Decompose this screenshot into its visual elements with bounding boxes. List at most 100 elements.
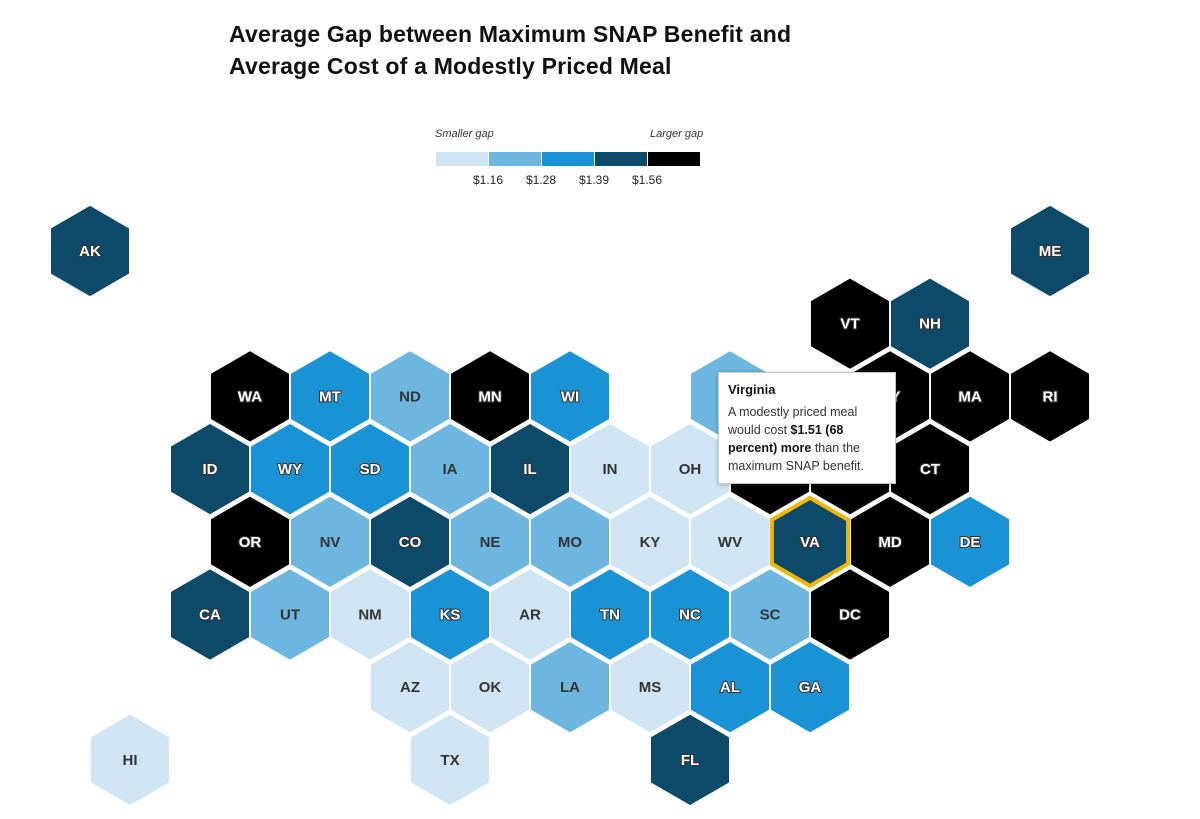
state-hex-az[interactable]: AZ <box>369 640 451 735</box>
state-hex-mo[interactable]: MO <box>529 494 611 589</box>
state-hex-nd[interactable]: ND <box>369 349 451 444</box>
state-label: CO <box>399 534 422 551</box>
hex-tile[interactable] <box>809 567 891 662</box>
state-hex-oh[interactable]: OH <box>649 422 731 516</box>
state-hex-wi[interactable]: WI <box>529 349 611 444</box>
state-hex-de[interactable]: DE <box>929 494 1011 589</box>
chart-title-line1: Average Gap between Maximum SNAP Benefit… <box>229 21 792 47</box>
state-hex-sc[interactable]: SC <box>729 567 811 662</box>
state-hex-mt[interactable]: MT <box>289 349 371 444</box>
state-label: NM <box>358 607 381 624</box>
tooltip-text-post: than the maximum SNAP benefit. <box>728 441 864 473</box>
state-hex-ca[interactable]: CA <box>169 567 251 662</box>
hex-tile[interactable] <box>929 494 1011 589</box>
state-label: NH <box>919 316 941 333</box>
state-hex-la[interactable]: LA <box>529 640 611 735</box>
state-hex-vt[interactable]: VT <box>809 276 891 371</box>
state-label: KS <box>440 607 461 624</box>
state-label: IN <box>603 461 618 478</box>
hex-tile[interactable] <box>529 349 611 444</box>
state-hex-dc[interactable]: DC <box>809 567 891 662</box>
hex-tile[interactable] <box>649 713 731 807</box>
state-hex-mn[interactable]: MN <box>449 349 531 444</box>
state-hex-nv[interactable]: NV <box>289 494 371 589</box>
state-label: MN <box>478 388 501 405</box>
state-hex-tn[interactable]: TN <box>569 567 651 662</box>
state-hex-co[interactable]: CO <box>369 494 451 589</box>
state-hex-ok[interactable]: OK <box>449 640 531 735</box>
state-label: IL <box>523 461 536 478</box>
state-label: CA <box>199 607 221 624</box>
state-hex-ky[interactable]: KY <box>609 494 691 589</box>
state-hex-ia[interactable]: IA <box>409 422 491 516</box>
tooltip-body: A modestly priced meal would cost $1.51 … <box>728 403 886 475</box>
hex-tile[interactable] <box>769 640 851 735</box>
hex-tile[interactable] <box>409 713 491 807</box>
tooltip-text-pre: A modestly priced meal would cost <box>728 405 858 437</box>
state-hex-wy[interactable]: WY <box>249 422 331 516</box>
state-hex-in[interactable]: IN <box>569 422 651 516</box>
state-hex-al[interactable]: AL <box>689 640 771 735</box>
state-hex-ct[interactable]: CT <box>889 422 971 516</box>
legend-threshold-0: $1.16 <box>473 173 504 187</box>
tooltip-state-name: Virginia <box>728 382 776 397</box>
state-label: OK <box>479 679 502 696</box>
legend-threshold-3: $1.56 <box>632 173 663 187</box>
state-hex-nh[interactable]: NH <box>889 276 971 371</box>
state-label: HI <box>123 752 138 769</box>
state-hex-il[interactable]: IL <box>489 422 571 516</box>
state-hex-va[interactable]: VA <box>769 494 851 589</box>
state-label: WV <box>718 534 742 551</box>
state-label: VT <box>840 316 859 333</box>
hex-tile[interactable] <box>1009 204 1091 298</box>
chart-title: Average Gap between Maximum SNAP Benefit… <box>229 18 929 82</box>
state-label: NE <box>480 534 501 551</box>
state-hex-ar[interactable]: AR <box>489 567 571 662</box>
state-label: ME <box>1039 243 1062 260</box>
state-label: AK <box>79 243 101 260</box>
state-hex-fl[interactable]: FL <box>649 713 731 807</box>
state-hex-ms[interactable]: MS <box>609 640 691 735</box>
legend-threshold-1: $1.28 <box>526 173 557 187</box>
legend-swatch-0 <box>436 152 488 166</box>
state-hex-tx[interactable]: TX <box>409 713 491 807</box>
state-hex-id[interactable]: ID <box>169 422 251 516</box>
state-label: IA <box>443 461 458 478</box>
state-label: RI <box>1043 388 1058 405</box>
state-label: NC <box>679 607 701 624</box>
state-hex-sd[interactable]: SD <box>329 422 411 516</box>
state-hex-md[interactable]: MD <box>849 494 931 589</box>
state-label: TN <box>600 607 620 624</box>
state-hex-ak[interactable]: AK <box>49 204 131 298</box>
state-label: DC <box>839 607 861 624</box>
state-hex-me[interactable]: ME <box>1009 204 1091 298</box>
state-hex-or[interactable]: OR <box>209 494 291 589</box>
state-hex-wa[interactable]: WA <box>209 349 291 444</box>
state-label: SD <box>360 461 381 478</box>
state-hex-ut[interactable]: UT <box>249 567 331 662</box>
legend-threshold-2: $1.39 <box>579 173 610 187</box>
state-hex-nc[interactable]: NC <box>649 567 731 662</box>
hex-tile[interactable] <box>49 204 131 298</box>
state-hex-nm[interactable]: NM <box>329 567 411 662</box>
hex-tile[interactable] <box>89 713 171 807</box>
state-hex-ne[interactable]: NE <box>449 494 531 589</box>
hex-tile[interactable] <box>1009 349 1091 444</box>
state-hex-ri[interactable]: RI <box>1009 349 1091 444</box>
state-tooltip: Virginia A modestly priced meal would co… <box>718 372 896 484</box>
legend-swatch-4 <box>648 152 700 166</box>
state-label: ID <box>203 461 218 478</box>
state-label: CT <box>920 461 940 478</box>
hex-tile[interactable] <box>889 276 971 371</box>
state-hex-ga[interactable]: GA <box>769 640 851 735</box>
state-label: TX <box>440 752 459 769</box>
state-hex-hi[interactable]: HI <box>89 713 171 807</box>
state-hex-ma[interactable]: MA <box>929 349 1011 444</box>
state-hex-ks[interactable]: KS <box>409 567 491 662</box>
state-label: UT <box>280 607 300 624</box>
state-label: LA <box>560 679 580 696</box>
state-label: KY <box>640 534 661 551</box>
state-hex-wv[interactable]: WV <box>689 494 771 589</box>
state-label: MD <box>878 534 901 551</box>
state-label: AL <box>720 679 740 696</box>
